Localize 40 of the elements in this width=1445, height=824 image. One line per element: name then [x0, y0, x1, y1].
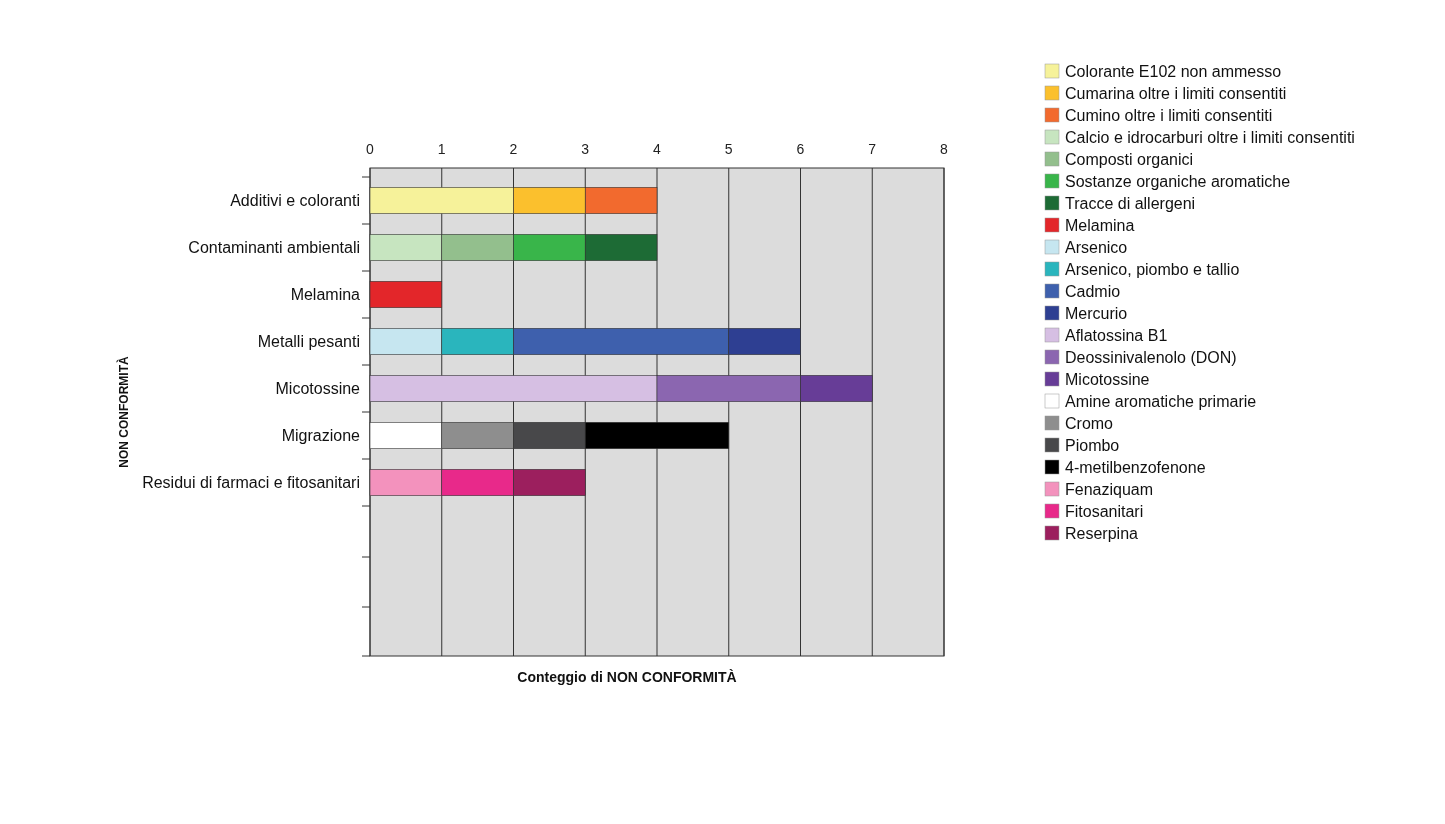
y-tick-label: Residui di farmaci e fitosanitari — [142, 474, 360, 492]
legend-label: Arsenico, piombo e tallio — [1065, 260, 1240, 278]
legend-label: Micotossine — [1065, 370, 1150, 388]
x-tick-label: 4 — [653, 141, 662, 157]
legend-label: Composti organici — [1065, 150, 1194, 168]
legend-label: Fitosanitari — [1065, 502, 1144, 520]
legend-label: Cumarina oltre i limiti consentiti — [1065, 84, 1287, 102]
legend-label: Mercurio — [1065, 304, 1128, 322]
legend-label: Cumino oltre i limiti consentiti — [1065, 106, 1273, 124]
y-tick-label: Melamina — [290, 286, 361, 304]
legend-label: Arsenico — [1065, 238, 1128, 256]
legend-label: Piombo — [1065, 436, 1120, 454]
y-tick-label: Additivi e coloranti — [230, 192, 360, 210]
y-tick-label: Micotossine — [275, 380, 361, 398]
legend-label: Aflatossina B1 — [1065, 326, 1168, 344]
y-axis-title: NON CONFORMITÀ — [116, 356, 131, 468]
legend-label: Melamina — [1065, 216, 1135, 234]
y-tick-label: Metalli pesanti — [257, 333, 360, 351]
x-tick-label: 5 — [724, 141, 733, 157]
x-tick-label: 6 — [796, 141, 805, 157]
legend-label: Tracce di allergeni — [1065, 194, 1196, 212]
legend-label: Calcio e idrocarburi oltre i limiti consentiti — [1065, 128, 1355, 146]
legend-label: 4-metilbenzofenone — [1065, 458, 1206, 476]
y-tick-label: Migrazione — [281, 427, 361, 445]
legend-label: Deossinivalenolo (DON) — [1065, 348, 1237, 366]
legend-label: Sostanze organiche aromatiche — [1065, 172, 1291, 190]
x-tick-label: 7 — [868, 141, 877, 157]
x-tick-label: 1 — [437, 141, 446, 157]
x-tick-label: 0 — [366, 141, 375, 157]
text: Conteggio di NON CONFORMITÀ — [517, 669, 737, 685]
legend-label: Reserpina — [1065, 524, 1139, 542]
legend-label: Amine aromatiche primarie — [1065, 392, 1257, 410]
legend-label: Colorante E102 non ammesso — [1065, 62, 1282, 80]
legend-label: Fenaziquam — [1065, 480, 1154, 498]
legend-label: Cromo — [1065, 414, 1114, 432]
x-tick-label: 2 — [509, 141, 518, 157]
legend-label: Cadmio — [1065, 282, 1121, 300]
x-tick-label: 8 — [940, 141, 949, 157]
x-tick-label: 3 — [581, 141, 590, 157]
y-tick-label: Contaminanti ambientali — [188, 239, 360, 257]
